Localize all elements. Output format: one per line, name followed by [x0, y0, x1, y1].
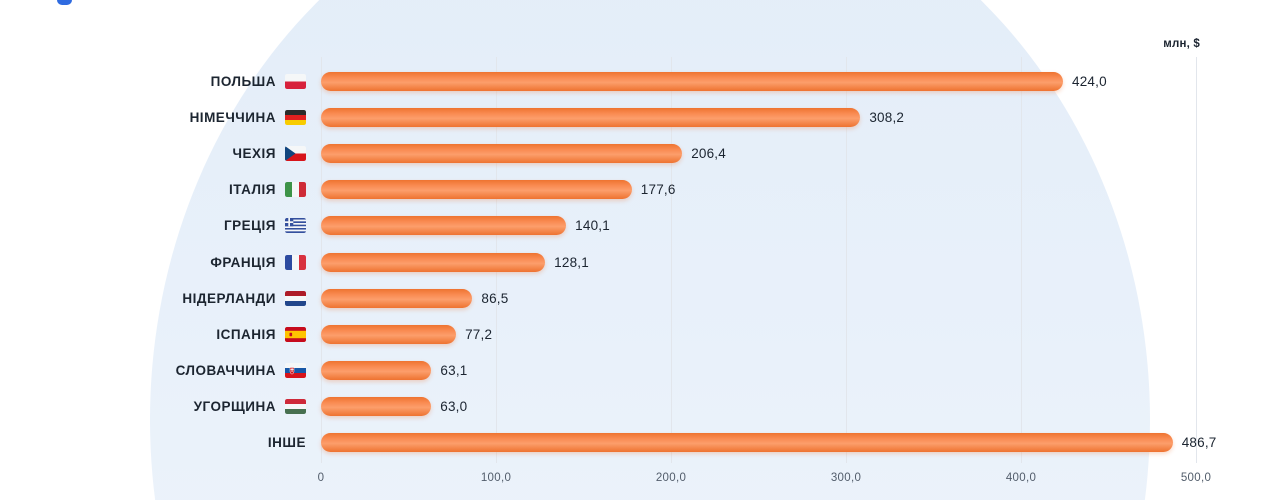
country-label: НІДЕРЛАНДИ	[182, 290, 276, 306]
chart-row: ФРАНЦІЯ 128,1	[0, 244, 1280, 280]
country-label: ПОЛЬША	[210, 74, 276, 89]
country-label-group: ПОЛЬША	[211, 64, 306, 100]
value-bar	[321, 324, 457, 344]
country-label: ІСПАНІЯ	[216, 326, 276, 342]
country-label-group: ІНШЕ	[268, 425, 306, 461]
value-bar	[321, 360, 432, 380]
value-label: 177,6	[640, 182, 676, 198]
germany-flag-icon	[285, 110, 306, 126]
gridline	[671, 57, 672, 463]
value-label: 63,0	[440, 398, 468, 414]
gridline	[1196, 57, 1197, 463]
value-label: 63,1	[440, 362, 468, 378]
chart-row: ГРЕЦІЯ 140,1	[0, 208, 1280, 244]
chart-row: ІНШЕ 486,7	[0, 425, 1280, 461]
value-bar	[321, 252, 546, 272]
value-bar	[321, 144, 683, 164]
chart-row: ЧЕХІЯ 206,4	[0, 136, 1280, 172]
poland-flag-icon	[285, 74, 306, 89]
chart-row: НІДЕРЛАНДИ 86,5	[0, 280, 1280, 316]
value-label: 206,4	[691, 146, 726, 162]
gridline	[846, 57, 847, 463]
hungary-flag-icon	[285, 398, 306, 414]
value-label: 77,2	[465, 326, 493, 342]
axis-tick-label: 300,0	[830, 472, 862, 484]
country-label-group: СЛОВАЧЧИНА	[176, 352, 306, 388]
greece-flag-icon	[285, 218, 306, 234]
chart-row: ІСПАНІЯ 77,2	[0, 316, 1280, 352]
country-label-group: НІМЕЧЧИНА	[190, 100, 306, 136]
country-label-group: УГОРЩИНА	[194, 388, 306, 424]
chart-row: ІТАЛІЯ 177,6	[0, 172, 1280, 208]
country-label-group: ІТАЛІЯ	[229, 172, 306, 208]
axis-tick-label: 200,0	[655, 472, 687, 484]
value-bar	[321, 433, 1173, 452]
axis-tick-label: 100,0	[480, 472, 512, 484]
chart-row: СЛОВАЧЧИНА 63,1	[0, 352, 1280, 388]
value-bar	[321, 288, 473, 308]
country-label: ФРАНЦІЯ	[210, 254, 276, 270]
country-label-group: НІДЕРЛАНДИ	[182, 280, 306, 316]
country-label-group: ФРАНЦІЯ	[210, 244, 306, 280]
country-label: УГОРЩИНА	[193, 398, 276, 414]
value-label: 308,2	[869, 110, 905, 126]
axis-tick-label: 0	[317, 472, 325, 484]
value-bar	[321, 396, 432, 416]
axis-tick-label: 500,0	[1180, 472, 1212, 484]
value-label: 86,5	[481, 290, 509, 306]
italy-flag-icon	[285, 182, 306, 198]
chart-row: НІМЕЧЧИНА 308,2	[0, 100, 1280, 136]
value-label: 128,1	[554, 254, 589, 270]
country-label-group: ГРЕЦІЯ	[224, 208, 306, 244]
country-label: ГРЕЦІЯ	[224, 218, 276, 234]
country-label: ІТАЛІЯ	[229, 182, 276, 198]
czech-republic-flag-icon	[285, 146, 306, 162]
country-label: ІНШЕ	[267, 435, 306, 450]
netherlands-flag-icon	[285, 290, 306, 306]
value-label: 140,1	[575, 218, 610, 234]
value-bar	[321, 108, 861, 128]
country-label: НІМЕЧЧИНА	[189, 110, 276, 126]
slovakia-flag-icon	[285, 362, 306, 378]
france-flag-icon	[285, 254, 306, 270]
gridline	[1021, 57, 1022, 463]
country-label-group: ЧЕХІЯ	[233, 136, 306, 172]
logo-fragment	[57, 0, 72, 5]
axis-tick-label: 400,0	[1005, 472, 1037, 484]
chart-row: ПОЛЬША 424,0	[0, 64, 1280, 100]
value-bar	[321, 216, 567, 236]
value-bar	[321, 180, 632, 200]
country-label-group: ІСПАНІЯ	[216, 316, 306, 352]
chart-row: УГОРЩИНА 63,0	[0, 388, 1280, 424]
value-label: 424,0	[1072, 74, 1107, 89]
country-label: ЧЕХІЯ	[232, 146, 276, 162]
value-bar	[321, 72, 1063, 91]
value-label: 486,7	[1181, 435, 1217, 450]
unit-label: млн, $	[1163, 38, 1200, 50]
country-label: СЛОВАЧЧИНА	[175, 362, 276, 378]
spain-flag-icon	[285, 326, 306, 342]
